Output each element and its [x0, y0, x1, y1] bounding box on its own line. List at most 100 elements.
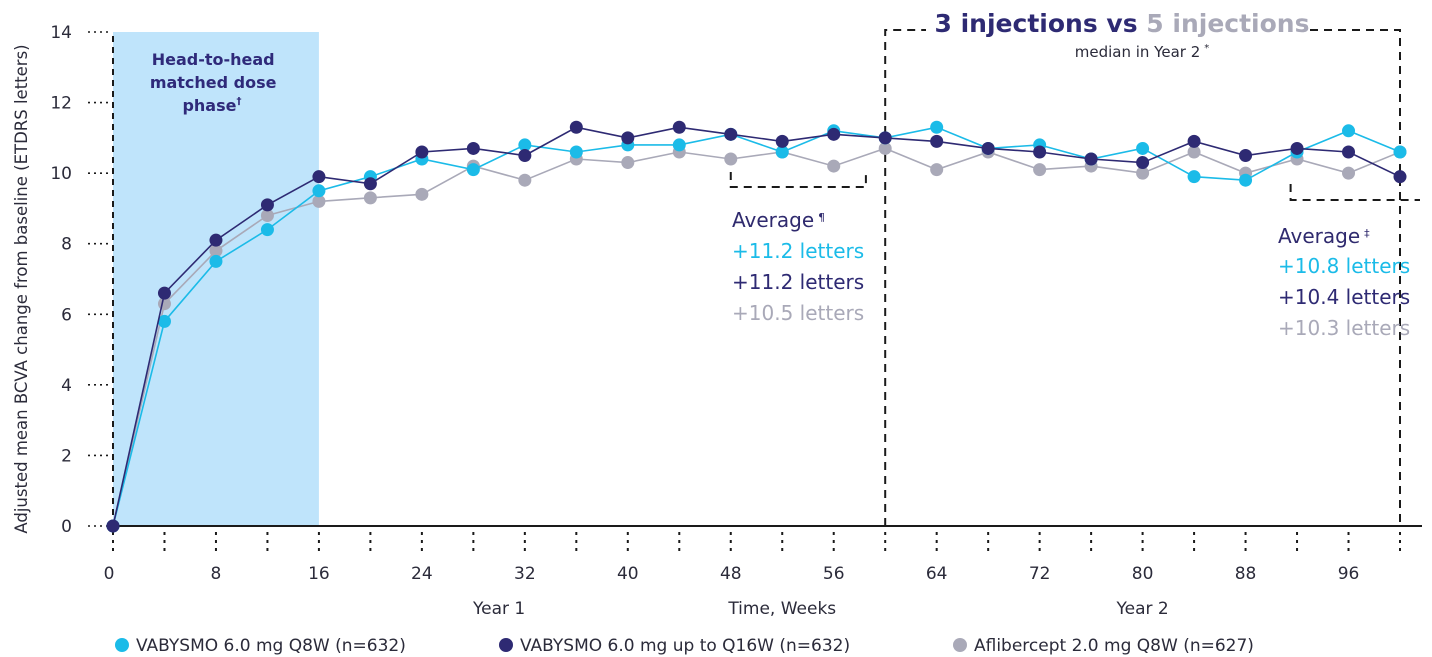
y-tick-label: 14 [50, 23, 72, 43]
legend: VABYSMO 6.0 mg Q8W (n=632) VABYSMO 6.0 m… [115, 636, 1254, 656]
year-2-bracket-right [1310, 29, 1401, 526]
data-point-q8w [466, 163, 480, 177]
average-year-2-label: Average ‡ [1278, 224, 1370, 248]
y-tick-label: 12 [50, 94, 72, 114]
x-tick-label: 40 [617, 564, 639, 584]
data-point-q8w [1136, 141, 1150, 155]
data-point-aflibercept [312, 194, 326, 208]
data-point-q16w [827, 127, 841, 141]
legend-aflibercept-label: Aflibercept 2.0 mg Q8W (n=627) [974, 636, 1254, 656]
data-point-q16w [981, 141, 995, 155]
data-point-q8w [1187, 170, 1201, 184]
year-2-injections-subtitle: median in Year 2 * [1075, 43, 1210, 61]
data-point-q8w [672, 138, 686, 152]
x-tick-label: 16 [308, 564, 330, 584]
phase-label-dagger: † [236, 96, 241, 107]
data-point-aflibercept [209, 244, 223, 258]
phase-label-line-2: matched dose [150, 73, 277, 92]
data-point-aflibercept [827, 159, 841, 173]
x-tick-label: 80 [1132, 564, 1154, 584]
data-point-q8w [209, 254, 223, 268]
average-year-1-q16w: +11.2 letters [732, 270, 864, 294]
x-tick-label: 56 [823, 564, 845, 584]
data-point-q16w [415, 145, 429, 159]
average-year-1: Average ¶ +11.2 letters +11.2 letters +10… [732, 208, 864, 325]
x-tick-label: 0 [104, 564, 115, 584]
data-point-q16w [569, 120, 583, 134]
y-tick-label: 2 [61, 446, 72, 466]
average-year-1-mark: ¶ [818, 211, 825, 224]
average-year-2: Average ‡ +10.8 letters +10.4 letters +10… [1278, 224, 1410, 340]
year-2-label: Year 2 [1115, 599, 1168, 619]
average-year-2-mark: ‡ [1364, 227, 1370, 240]
subtitle-text: median in Year 2 [1075, 43, 1201, 61]
average-year-1-bracket [729, 172, 867, 188]
data-point-q8w [775, 145, 789, 159]
average-year-1-label: Average ¶ [732, 208, 825, 232]
data-point-q8w [157, 314, 171, 328]
data-point-aflibercept [1342, 166, 1356, 180]
x-tick-label: 48 [720, 564, 742, 584]
data-point-aflibercept [1033, 163, 1047, 177]
series-aflibercept-line [112, 147, 1401, 527]
data-point-aflibercept [363, 191, 377, 205]
data-point-q16w [106, 519, 120, 533]
y-axis-ticks: 0 2 4 6 8 10 12 14 [50, 23, 108, 537]
data-point-q16w [724, 127, 738, 141]
data-point-q16w [930, 134, 944, 148]
y-tick-label: 8 [61, 235, 72, 255]
data-point-q8w [930, 120, 944, 134]
data-point-q8w [260, 223, 274, 237]
x-tick-label: 96 [1338, 564, 1360, 584]
data-point-q16w [878, 131, 892, 145]
year-2-bracket-left [884, 29, 926, 526]
series-q16w [106, 120, 1407, 533]
phase-label-line-1: Head-to-head [152, 50, 275, 69]
y-tick-label: 0 [61, 517, 72, 537]
head-to-head-phase-band [113, 32, 319, 526]
x-axis-label: Time, Weeks [727, 599, 836, 619]
x-axis-ticks: 0 8 16 24 32 40 48 56 64 72 80 88 96 [104, 532, 1401, 584]
data-point-q16w [672, 120, 686, 134]
subtitle-mark: * [1204, 43, 1209, 54]
data-point-q16w [1239, 149, 1253, 162]
legend-aflibercept-marker [953, 638, 967, 652]
data-point-q8w [518, 138, 532, 152]
data-point-q16w [363, 177, 377, 191]
axes [108, 32, 1422, 527]
data-point-q8w [1342, 124, 1356, 138]
average-year-2-q8w: +10.8 letters [1278, 254, 1410, 278]
injections-count-a: 3 injections [935, 9, 1098, 38]
year-2-injections-title: 3 injections vs 5 injections [935, 9, 1310, 38]
data-point-aflibercept [621, 156, 635, 170]
legend-q8w-marker [115, 638, 129, 652]
average-year-2-q16w: +10.4 letters [1278, 285, 1410, 309]
y-tick-label: 4 [61, 376, 72, 396]
data-point-q16w [1084, 152, 1098, 166]
data-point-aflibercept [260, 208, 274, 222]
data-point-aflibercept [518, 173, 532, 187]
data-point-aflibercept [1136, 166, 1150, 180]
data-point-aflibercept [415, 187, 429, 201]
phase-label-line-3: phase [182, 96, 236, 115]
injections-count-b: 5 injections [1146, 9, 1309, 38]
data-point-q16w [518, 149, 532, 162]
data-point-aflibercept [930, 163, 944, 177]
data-point-q16w [1187, 134, 1201, 148]
data-point-aflibercept [724, 152, 738, 166]
data-point-q8w [569, 145, 583, 159]
data-point-q16w [621, 131, 635, 145]
data-point-aflibercept [878, 141, 892, 155]
x-tick-label: 64 [926, 564, 948, 584]
year-1-label: Year 1 [472, 599, 525, 619]
data-point-q16w [1393, 170, 1407, 184]
average-year-1-aflibercept: +10.5 letters [732, 301, 864, 325]
legend-q16w-label: VABYSMO 6.0 mg up to Q16W (n=632) [520, 636, 850, 656]
data-point-q8w [1239, 173, 1253, 187]
data-point-q16w [775, 134, 789, 148]
y-axis-label: Adjusted mean BCVA change from baseline … [12, 44, 31, 533]
data-point-q16w [260, 198, 274, 212]
x-tick-label: 32 [514, 564, 536, 584]
average-year-1-q8w: +11.2 letters [732, 239, 864, 263]
